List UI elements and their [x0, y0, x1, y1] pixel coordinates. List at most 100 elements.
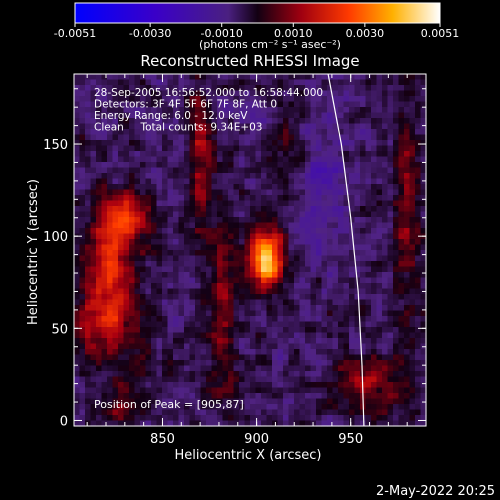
heatmap-cell [360, 283, 367, 290]
heatmap-cell [239, 145, 246, 152]
heatmap-cell [305, 354, 312, 361]
heatmap-cell [184, 85, 191, 92]
heatmap-cell [272, 371, 279, 378]
heatmap-cell [382, 420, 389, 427]
heatmap-cell [288, 118, 295, 125]
heatmap-cell [189, 272, 196, 279]
heatmap-cell [140, 96, 147, 103]
heatmap-cell [200, 376, 207, 383]
heatmap-cell [145, 112, 152, 119]
heatmap-cell [206, 272, 213, 279]
heatmap-cell [332, 96, 339, 103]
heatmap-cell [206, 338, 213, 345]
heatmap-cell [107, 415, 114, 422]
heatmap-cell [85, 365, 92, 372]
heatmap-cell [294, 305, 301, 312]
heatmap-cell [409, 299, 416, 306]
heatmap-cell [200, 228, 207, 235]
heatmap-cell [173, 387, 180, 394]
heatmap-cell [184, 354, 191, 361]
heatmap-cell [354, 228, 361, 235]
heatmap-cell [189, 145, 196, 152]
heatmap-cell [360, 266, 367, 273]
heatmap-cell [283, 112, 290, 119]
heatmap-cell [332, 145, 339, 152]
heatmap-cell [129, 277, 136, 284]
heatmap-cell [349, 140, 356, 147]
heatmap-cell [85, 343, 92, 350]
heatmap-cell [382, 349, 389, 356]
heatmap-cell [123, 239, 130, 246]
heatmap-cell [79, 382, 86, 389]
heatmap-cell [420, 393, 427, 400]
heatmap-cell [343, 167, 350, 174]
heatmap-cell [327, 360, 334, 367]
heatmap-cell [173, 277, 180, 284]
heatmap-cell [288, 228, 295, 235]
heatmap-cell [107, 112, 114, 119]
heatmap-cell [409, 184, 416, 191]
heatmap-cell [288, 420, 295, 427]
heatmap-cell [415, 409, 422, 416]
heatmap-cell [96, 112, 103, 119]
heatmap-cell [404, 145, 411, 152]
heatmap-cell [228, 233, 235, 240]
heatmap-cell [338, 387, 345, 394]
heatmap-cell [79, 145, 86, 152]
heatmap-cell [101, 343, 108, 350]
heatmap-cell [90, 415, 97, 422]
heatmap-cell [85, 239, 92, 246]
heatmap-cell [387, 118, 394, 125]
heatmap-cell [371, 409, 378, 416]
heatmap-cell [134, 332, 141, 339]
heatmap-cell [123, 107, 130, 114]
heatmap-cell [129, 294, 136, 301]
heatmap-cell [343, 316, 350, 323]
heatmap-cell [173, 272, 180, 279]
heatmap-cell [349, 184, 356, 191]
heatmap-cell [178, 167, 185, 174]
heatmap-cell [277, 162, 284, 169]
heatmap-cell [420, 239, 427, 246]
heatmap-cell [266, 310, 273, 317]
heatmap-cell [184, 294, 191, 301]
heatmap-cell [404, 365, 411, 372]
heatmap-cell [294, 415, 301, 422]
heatmap-cell [233, 261, 240, 268]
heatmap-cell [354, 123, 361, 130]
heatmap-cell [305, 382, 312, 389]
heatmap-cell [140, 79, 147, 86]
heatmap-cell [327, 101, 334, 108]
heatmap-cell [228, 79, 235, 86]
heatmap-cell [85, 261, 92, 268]
heatmap-cell [123, 305, 130, 312]
heatmap-cell [310, 123, 317, 130]
heatmap-cell [365, 376, 372, 383]
heatmap-cell [244, 365, 251, 372]
heatmap-cell [123, 261, 130, 268]
heatmap-cell [222, 321, 229, 328]
heatmap-cell [365, 316, 372, 323]
heatmap-cell [222, 118, 229, 125]
heatmap-cell [338, 409, 345, 416]
heatmap-cell [310, 255, 317, 262]
heatmap-cell [409, 272, 416, 279]
heatmap-cell [338, 129, 345, 136]
heatmap-cell [222, 404, 229, 411]
heatmap-cell [305, 332, 312, 339]
heatmap-cell [360, 206, 367, 213]
heatmap-cell [349, 404, 356, 411]
heatmap-cell [316, 96, 323, 103]
heatmap-cell [398, 217, 405, 224]
heatmap-cell [371, 266, 378, 273]
heatmap-cell [316, 134, 323, 141]
heatmap-cell [74, 244, 81, 251]
heatmap-cell [96, 129, 103, 136]
heatmap-cell [371, 360, 378, 367]
heatmap-cell [239, 189, 246, 196]
heatmap-cell [211, 349, 218, 356]
heatmap-cell [206, 420, 213, 427]
heatmap-cell [288, 349, 295, 356]
heatmap-cell [332, 288, 339, 295]
heatmap-cell [123, 404, 130, 411]
